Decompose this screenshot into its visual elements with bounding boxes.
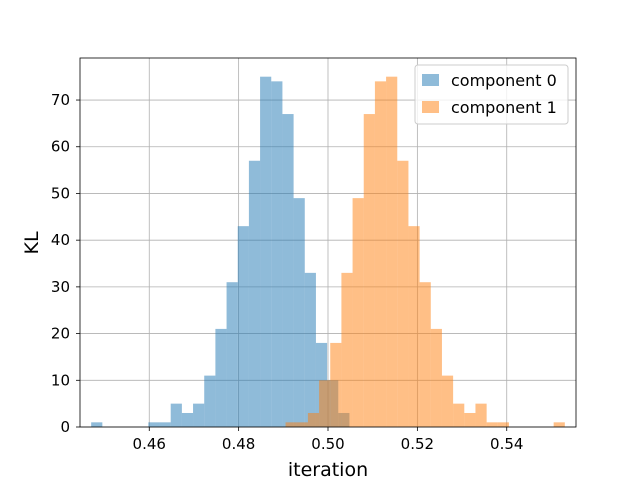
histogram-bar-series-1-bin-10 xyxy=(397,160,409,427)
histogram-bar-series-0-bin-11 xyxy=(260,76,272,428)
histogram-bar-series-1-bin-11 xyxy=(408,226,420,427)
y-tick-label-6: 60 xyxy=(51,138,70,156)
histogram-bar-series-1-bin-15 xyxy=(453,403,465,427)
histogram-bar-series-1-bin-2 xyxy=(307,412,320,427)
y-tick-label-1: 10 xyxy=(51,371,70,389)
x-tick-label-3: 0.52 xyxy=(401,435,434,453)
histogram-bar-series-0-bin-8 xyxy=(226,282,238,427)
x-axis-label: iteration xyxy=(288,459,368,480)
histogram-bars xyxy=(91,76,565,428)
y-axis-label: KL xyxy=(21,231,43,254)
legend-swatch-component-0 xyxy=(422,74,439,86)
histogram-bar-series-1-bin-7 xyxy=(363,114,375,428)
histogram-bar-series-0-bin-13 xyxy=(282,114,294,428)
histogram-bar-series-1-bin-1 xyxy=(296,422,308,427)
histogram-bar-series-0-bin-7 xyxy=(215,328,227,427)
histogram-bar-series-0-bin-4 xyxy=(181,412,194,427)
histogram-bar-series-1-bin-8 xyxy=(374,81,387,427)
x-tick-label-0: 0.46 xyxy=(133,435,166,453)
y-tick-label-5: 50 xyxy=(51,184,70,202)
histogram-bar-series-1-bin-3 xyxy=(319,380,331,427)
legend-frame xyxy=(414,64,569,125)
axis-ticks: 0.46 0.48 0.50 0.52 0.54 0 10 20 30 40 50 60 70 xyxy=(51,91,524,453)
legend-label-component-1: component 1 xyxy=(451,98,557,117)
histogram-bar-series-1-bin-14 xyxy=(441,375,454,427)
legend-label-component-0: component 0 xyxy=(451,71,557,90)
histogram-bar-series-0-bin-9 xyxy=(237,226,249,427)
histogram-bar-series-1-bin-6 xyxy=(352,198,364,427)
histogram-bar-series-0-bin-14 xyxy=(293,198,305,427)
histogram-bar-series-1-bin-16 xyxy=(464,412,476,427)
histogram-bar-series-1-bin-5 xyxy=(341,272,353,427)
histogram-bar-series-1-bin-4 xyxy=(330,342,342,427)
histogram-bar-series-1-bin-0 xyxy=(285,422,297,427)
histogram-bar-series-1-bin-12 xyxy=(419,282,431,427)
histogram-bar-series-1-bin-18 xyxy=(486,422,498,427)
histogram-bar-series-0-bin-1 xyxy=(148,422,160,427)
legend: component 0 component 1 xyxy=(414,64,569,125)
histogram-bar-series-0-bin-15 xyxy=(304,272,316,427)
histogram-bar-series-0-bin-10 xyxy=(248,160,261,427)
histogram-bar-series-1-bin-13 xyxy=(430,328,442,427)
histogram-bar-series-1-bin-9 xyxy=(386,76,398,428)
histogram-bar-series-1-bin-20 xyxy=(553,422,565,427)
histogram-bar-series-0-bin-2 xyxy=(159,422,171,427)
x-tick-label-2: 0.50 xyxy=(311,435,344,453)
histogram-bar-series-0-bin-5 xyxy=(193,403,205,427)
x-tick-label-4: 0.54 xyxy=(490,435,523,453)
y-tick-label-2: 20 xyxy=(51,325,70,343)
histogram-bar-series-1-bin-17 xyxy=(475,403,487,427)
histogram-bar-series-1-bin-19 xyxy=(497,422,509,427)
histogram-bar-series-0-bin-12 xyxy=(271,81,283,427)
histogram-bar-series-0-bin-0 xyxy=(91,422,103,427)
y-tick-label-0: 0 xyxy=(60,418,70,436)
histogram-bar-series-0-bin-3 xyxy=(170,403,182,427)
histogram-bar-series-0-bin-6 xyxy=(204,375,216,427)
y-tick-label-3: 30 xyxy=(51,278,70,296)
y-tick-label-7: 70 xyxy=(51,91,70,109)
x-tick-label-1: 0.48 xyxy=(222,435,255,453)
legend-swatch-component-1 xyxy=(422,101,439,113)
y-tick-label-4: 40 xyxy=(51,231,70,249)
